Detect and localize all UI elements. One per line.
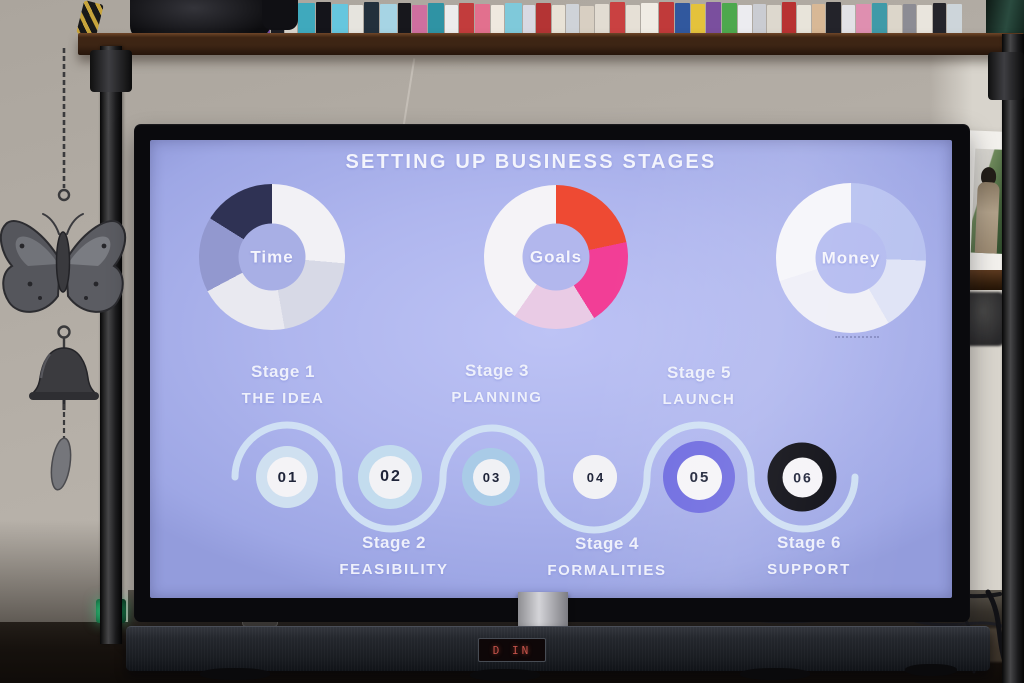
dvd-spine — [626, 5, 640, 38]
bag-pocket — [262, 0, 298, 30]
donut-chart-goals: Goals — [484, 185, 628, 329]
stage-label-3: Stage 3 PLANNING — [451, 361, 543, 406]
pipe-pole-left — [100, 46, 122, 644]
dvd-spine — [445, 5, 458, 38]
donut-chart-money: Money — [776, 183, 926, 333]
soundbar-display-text: D IN — [492, 643, 532, 657]
dvd-spine — [349, 5, 363, 38]
tv-stand — [518, 592, 568, 628]
dvd-spine — [932, 3, 947, 38]
stage-circle-6: 06 — [767, 442, 837, 512]
pipe-fitting-left — [90, 50, 132, 92]
corner-shadow — [0, 520, 110, 683]
dvd-spine — [752, 4, 767, 38]
dvd-spine — [797, 5, 811, 38]
shelf-board — [78, 33, 1024, 55]
dvd-spine — [722, 3, 737, 38]
soundbar-foot — [200, 668, 270, 680]
donut-chart-time: Time — [199, 184, 345, 330]
dvd-spine — [551, 5, 566, 38]
dvd-spine — [917, 5, 932, 38]
dvd-spine — [297, 3, 316, 38]
dvd-spine — [427, 3, 445, 38]
dvd-spine — [475, 4, 490, 38]
dvd-spine — [458, 3, 475, 38]
fine-print — [835, 336, 879, 338]
stage-number: 01 — [277, 468, 299, 486]
dvd-spine — [902, 4, 917, 38]
stage-label-4: Stage 4 FORMALITIES — [547, 534, 667, 579]
stage-label-6: Stage 6 SUPPORT — [767, 533, 851, 578]
donut-label-goals: Goals — [529, 247, 583, 266]
stage-circle-4: 04 — [573, 455, 617, 499]
stage-label-5: Stage 5 LAUNCH — [662, 363, 736, 408]
butterfly-icon — [0, 213, 127, 313]
dvd-spine — [331, 4, 349, 38]
dvd-spine — [674, 3, 691, 38]
dvd-spine — [811, 4, 826, 38]
dvd-spine — [380, 4, 397, 38]
soundbar: D IN — [126, 626, 990, 671]
stage-number: 02 — [380, 468, 402, 485]
stage-circle-3: 03 — [462, 448, 520, 506]
dvd-spine — [316, 2, 331, 38]
stage-number: 04 — [586, 469, 606, 485]
stage-number: 06 — [793, 469, 813, 485]
donut-hole: Goals — [522, 223, 590, 291]
dvd-spine — [397, 3, 412, 38]
dvd-spine — [595, 4, 609, 38]
leaf-pendant — [50, 437, 72, 491]
dvd-spine — [705, 2, 722, 38]
soundbar-foot — [905, 664, 957, 676]
dvd-spine — [871, 3, 888, 38]
dvd-spine — [363, 2, 380, 38]
dvd-spine — [659, 2, 674, 38]
tv-screen: SETTING UP BUSINESS STAGES Time Goals Mo… — [150, 140, 952, 598]
dvd-row — [254, 0, 962, 38]
dvd-spine — [781, 2, 797, 38]
dvd-spine — [505, 3, 522, 38]
soundbar-foot — [470, 669, 540, 681]
dvd-spine — [490, 5, 505, 38]
soundbar-display: D IN — [478, 638, 546, 662]
dvd-spine — [947, 4, 962, 38]
dvd-spine — [412, 5, 427, 38]
dvd-spine — [566, 4, 579, 38]
pipe-pole-right — [1002, 34, 1024, 683]
dvd-spine — [691, 4, 705, 38]
dvd-spine — [767, 5, 781, 38]
donut-hole: Time — [238, 223, 306, 291]
stage-circle-2: 02 — [358, 445, 422, 509]
stage-circle-5: 05 — [663, 441, 735, 513]
slide-title: SETTING UP BUSINESS STAGES — [345, 151, 717, 173]
dvd-spine — [888, 5, 902, 38]
stage-number: 03 — [482, 469, 502, 485]
butterfly-windchime — [0, 48, 127, 491]
pipe-fitting-right — [988, 52, 1024, 100]
soundbar-foot — [740, 668, 810, 680]
stage-number: 05 — [689, 468, 711, 486]
dvd-spine — [579, 6, 595, 38]
dvd-spine — [640, 3, 659, 38]
dvd-spine — [609, 2, 626, 38]
dvd-spine — [536, 3, 551, 38]
bell-icon — [29, 347, 99, 410]
dvd-spine — [841, 5, 856, 38]
stage-label-2: Stage 2 FEASIBILITY — [339, 533, 449, 578]
donut-label-money: Money — [821, 248, 881, 267]
tv: SETTING UP BUSINESS STAGES Time Goals Mo… — [134, 124, 970, 622]
dvd-spine — [826, 2, 841, 38]
stage-label-1: Stage 1 THE IDEA — [241, 362, 325, 407]
donut-label-time: Time — [250, 247, 294, 266]
dvd-spine — [737, 5, 752, 38]
dvd-spine — [856, 4, 871, 38]
donut-hole: Money — [815, 222, 887, 294]
dvd-spine — [522, 5, 536, 38]
stage-circle-1: 01 — [256, 446, 318, 508]
